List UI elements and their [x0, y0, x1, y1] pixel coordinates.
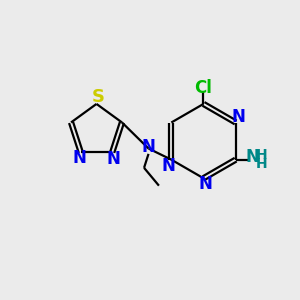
Text: N: N [72, 149, 86, 167]
Text: H: H [256, 148, 267, 162]
Text: N: N [107, 150, 121, 168]
Text: N: N [199, 175, 213, 193]
Text: N: N [142, 138, 155, 156]
Text: N: N [161, 157, 175, 175]
Text: N: N [231, 108, 245, 126]
Text: N: N [245, 148, 259, 166]
Text: Cl: Cl [195, 79, 212, 97]
Text: S: S [92, 88, 104, 106]
Text: H: H [256, 157, 267, 171]
